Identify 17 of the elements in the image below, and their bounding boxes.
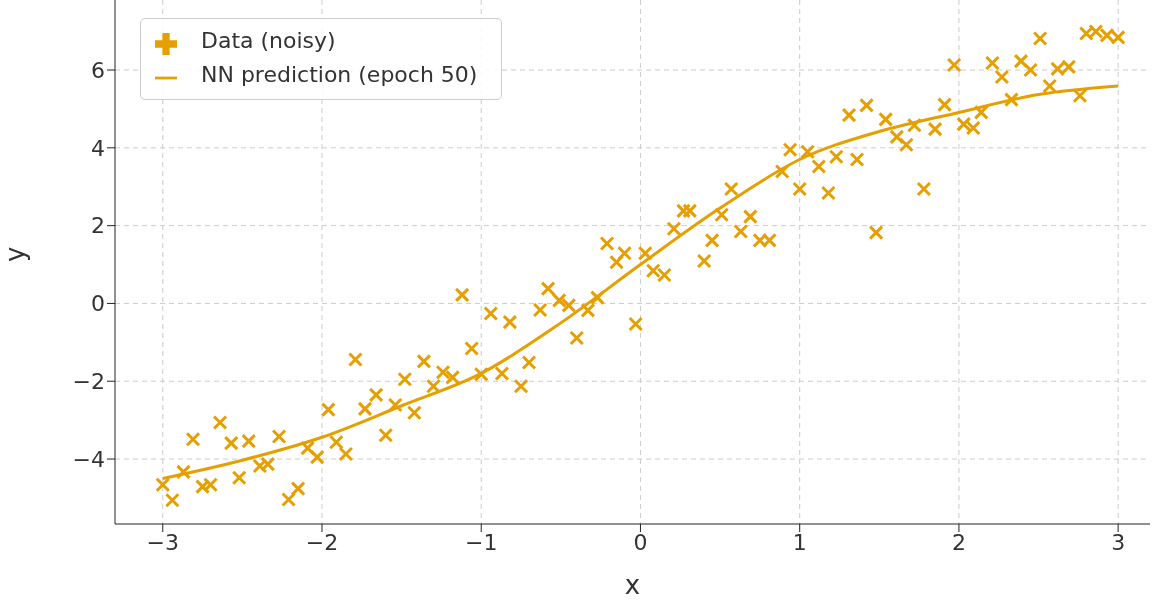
x-tick-label: 0 [633, 529, 648, 555]
y-tick-label: 6 [91, 57, 105, 83]
x-tick-label: −3 [146, 529, 179, 555]
y-tick-label: −2 [72, 369, 105, 395]
y-axis-title: y [0, 246, 31, 262]
y-tick-label: 2 [91, 213, 105, 239]
y-tick-label: 4 [91, 135, 105, 161]
y-tick-label: −4 [72, 446, 105, 472]
x-axis-title: x [624, 570, 641, 600]
x-tick-label: 3 [1111, 529, 1126, 555]
x-tick-label: 1 [792, 529, 807, 555]
legend-label: Data (noisy) [201, 28, 336, 53]
y-tick-label: 0 [91, 291, 105, 317]
legend-label: NN prediction (epoch 50) [201, 62, 478, 87]
x-tick-label: −2 [305, 529, 339, 555]
x-tick-label: −1 [465, 529, 498, 555]
x-tick-label: 2 [951, 529, 966, 555]
